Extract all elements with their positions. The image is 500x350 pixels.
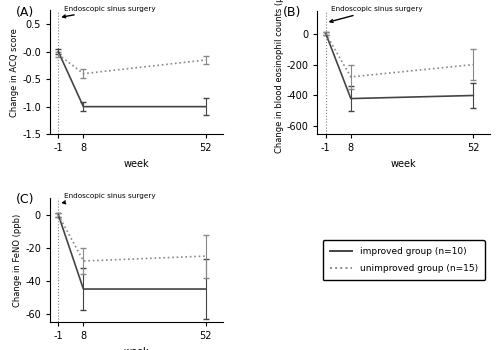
Y-axis label: Change in ACQ score: Change in ACQ score — [10, 28, 20, 117]
Legend: improved group (n=10), unimproved group (n=15): improved group (n=10), unimproved group … — [322, 240, 485, 280]
Text: (B): (B) — [283, 6, 302, 19]
Text: Endoscopic sinus surgery: Endoscopic sinus surgery — [62, 6, 156, 18]
Text: (C): (C) — [16, 194, 34, 206]
Text: (A): (A) — [16, 6, 34, 19]
Text: Endoscopic sinus surgery: Endoscopic sinus surgery — [330, 6, 423, 22]
X-axis label: week: week — [124, 346, 149, 350]
Y-axis label: Change in blood eosinophil counts (μl): Change in blood eosinophil counts (μl) — [274, 0, 283, 153]
Text: Endoscopic sinus surgery: Endoscopic sinus surgery — [62, 193, 156, 204]
X-axis label: week: week — [391, 159, 416, 169]
X-axis label: week: week — [124, 159, 149, 169]
Y-axis label: Change in FeNO (ppb): Change in FeNO (ppb) — [14, 214, 22, 307]
